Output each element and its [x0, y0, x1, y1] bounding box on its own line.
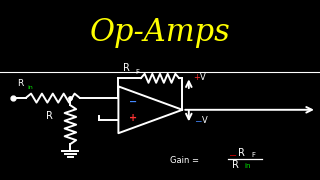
Text: V: V — [202, 116, 207, 125]
Text: Gain =: Gain = — [170, 156, 201, 165]
Text: R: R — [123, 63, 130, 73]
Text: in: in — [245, 163, 251, 170]
Text: −: − — [194, 116, 201, 125]
Text: V: V — [200, 73, 206, 82]
Text: R: R — [238, 148, 245, 158]
Text: R: R — [232, 160, 239, 170]
Text: −: − — [229, 151, 237, 161]
Text: R: R — [46, 111, 53, 121]
Text: +: + — [194, 73, 200, 82]
Text: R: R — [18, 79, 24, 88]
Text: F: F — [251, 152, 255, 158]
Text: −: − — [129, 97, 137, 107]
Text: F: F — [135, 69, 140, 75]
Text: Op-Amps: Op-Amps — [90, 17, 230, 48]
Text: +: + — [129, 113, 137, 123]
Text: in: in — [28, 85, 34, 90]
